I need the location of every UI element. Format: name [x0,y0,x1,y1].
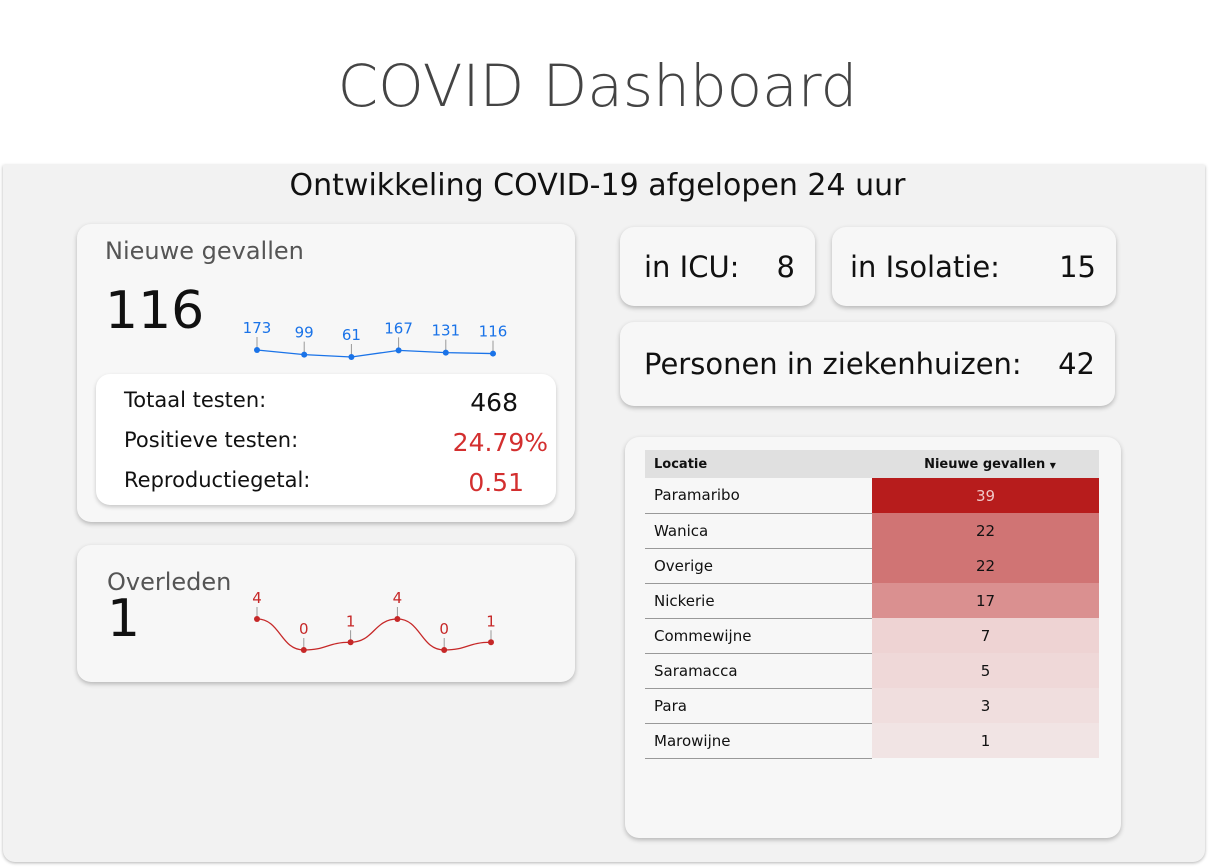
location-cell: Nickerie [645,583,872,619]
stat-total-tests: Totaal testen: 468 [124,388,548,417]
hospital-value: 42 [1058,347,1095,381]
location-table: Locatie Nieuwe gevallen ▼ Paramaribo 39 Wa… [645,450,1099,759]
icu-value: 8 [776,249,795,284]
deaths-card: Overleden 1 4 0 1 4 0 1 [77,545,575,682]
table-row[interactable]: Wanica 22 [645,513,1099,549]
isolation-value: 15 [1059,249,1096,284]
location-cell: Wanica [645,513,872,549]
sparkline-label: 0 [299,620,309,638]
sparkline-label: 4 [252,589,262,607]
location-cell: Para [645,688,872,724]
isolation-label: in Isolatie: [850,249,1000,284]
sparkline-label: 1 [486,612,496,630]
stat-label: Reproductiegetal: [124,468,311,492]
table-row[interactable]: Para 3 [645,688,1099,724]
stat-positive-tests: Positieve testen: 24.79% [124,428,548,457]
stat-reproduction: Reproductiegetal: 0.51 [124,468,548,497]
sparkline-line [256,618,492,651]
sparkline-point [301,351,308,358]
new-cases-cell: 22 [872,548,1099,583]
icu-label: in ICU: [644,249,740,284]
new-cases-cell: 22 [872,513,1099,548]
table-row[interactable]: Marowijne 1 [645,723,1099,759]
new-cases-value: 116 [105,281,205,341]
sparkline-point [394,616,401,622]
sparkline-point [395,347,402,354]
sparkline-point [488,639,494,646]
sparkline-label: 116 [479,323,508,341]
new-cases-card: Nieuwe gevallen 116 173 99 61 167 131 116 Tot… [77,224,575,522]
column-header-label: Nieuwe gevallen [924,456,1046,472]
sparkline-point [347,639,354,646]
deaths-value: 1 [107,589,141,649]
sparkline-point [300,647,307,653]
new-cases-cell: 3 [872,688,1099,723]
new-cases-cell: 1 [872,723,1099,758]
table-row[interactable]: Paramaribo 39 [645,478,1099,514]
sparkline-label: 131 [431,322,460,340]
location-cell: Paramaribo [645,478,872,514]
sparkline-point [490,350,496,357]
new-cases-cell: 17 [872,583,1099,618]
sparkline-label: 0 [439,620,449,638]
new-cases-label: Nieuwe gevallen [105,237,304,265]
sparkline-label: 61 [342,326,361,344]
sparkline-label: 4 [393,589,403,607]
column-header-new-cases[interactable]: Nieuwe gevallen ▼ [872,450,1099,478]
sparkline-label: 173 [243,319,272,337]
location-cell: Commewijne [645,618,872,654]
new-cases-cell: 5 [872,653,1099,688]
new-cases-cell: 39 [872,478,1099,513]
icu-card: in ICU: 8 [620,227,815,306]
new-cases-cell: 7 [872,618,1099,653]
stat-value: 24.79% [452,428,548,457]
column-header-location[interactable]: Locatie [645,450,872,478]
stat-label: Totaal testen: [124,388,267,412]
page-title: COVID Dashboard [337,52,858,120]
test-stats-box: Totaal testen: 468 Positieve testen: 24.79… [96,374,556,505]
location-table-card: Locatie Nieuwe gevallen ▼ Paramaribo 39 Wa… [625,437,1121,838]
location-cell: Overige [645,548,872,584]
hospital-card: Personen in ziekenhuizen: 42 [620,322,1115,406]
sparkline-line [256,349,494,358]
deaths-sparkline: 4 0 1 4 0 1 [252,589,496,653]
table-row[interactable]: Saramacca 5 [645,653,1099,689]
sparkline-point [254,616,260,622]
stat-label: Positieve testen: [124,428,299,452]
sparkline-point [442,349,449,356]
stat-value: 0.51 [468,468,524,497]
location-cell: Marowijne [645,723,872,759]
sparkline-point [348,354,355,360]
sparkline-label: 167 [384,319,413,337]
table-row[interactable]: Nickerie 17 [645,583,1099,619]
sparkline-point [441,647,448,653]
new-cases-sparkline: 173 99 61 167 131 116 [243,319,508,360]
isolation-card: in Isolatie: 15 [832,227,1116,306]
deaths-label: Overleden [107,568,232,596]
sparkline-label: 1 [346,612,356,630]
sparkline-label: 99 [295,324,314,342]
location-cell: Saramacca [645,653,872,689]
table-row[interactable]: Overige 22 [645,548,1099,584]
sort-desc-icon: ▼ [1049,460,1056,470]
section-subtitle: Ontwikkeling COVID-19 afgelopen 24 uur [289,168,906,203]
sparkline-point [254,347,260,353]
stat-value: 468 [470,388,518,417]
table-row[interactable]: Commewijne 7 [645,618,1099,654]
hospital-label: Personen in ziekenhuizen: [644,347,1022,381]
